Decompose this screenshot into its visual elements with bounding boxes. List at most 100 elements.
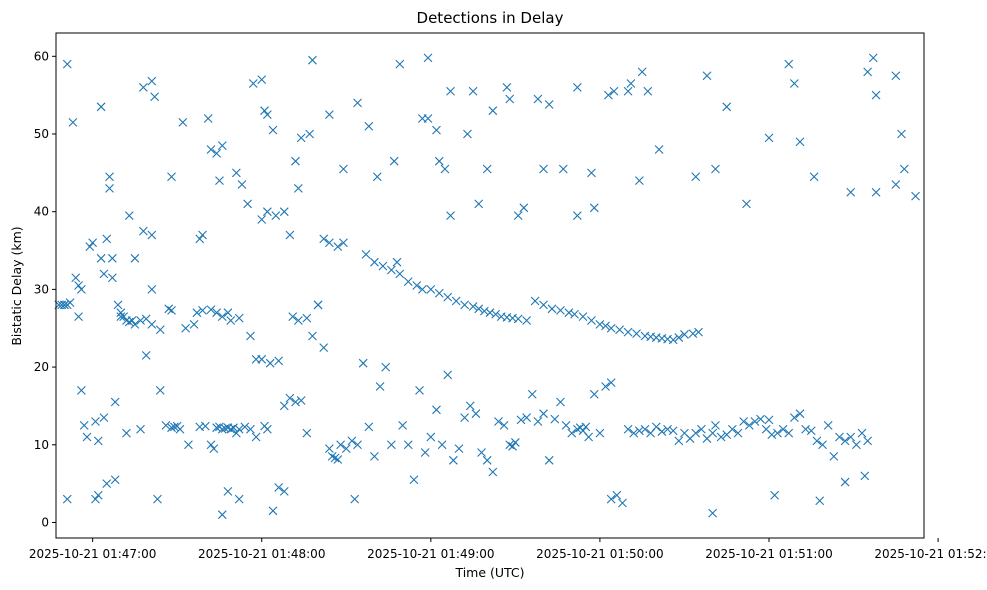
data-point — [231, 168, 241, 178]
data-point — [93, 436, 103, 446]
data-point — [840, 436, 850, 446]
data-point — [846, 432, 856, 442]
data-point — [756, 414, 765, 424]
data-point — [764, 415, 774, 425]
data-point — [308, 331, 317, 341]
data-point — [257, 215, 267, 224]
data-point — [102, 479, 112, 489]
data-point — [105, 172, 114, 182]
x-tick-label: 2025-10-21 01:50:00 — [536, 547, 663, 561]
data-point — [271, 211, 281, 220]
data-point — [136, 424, 145, 434]
data-point — [663, 424, 672, 434]
data-point — [217, 141, 227, 151]
data-point — [632, 329, 641, 339]
data-point — [138, 226, 148, 236]
data-point — [460, 300, 470, 310]
data-point — [347, 436, 357, 446]
data-point — [291, 397, 300, 407]
data-point — [601, 321, 610, 331]
data-point — [364, 121, 374, 131]
data-point — [279, 401, 289, 411]
data-point — [618, 498, 627, 508]
data-point — [333, 455, 343, 464]
data-point — [750, 417, 760, 426]
data-point — [423, 114, 433, 123]
data-point — [124, 317, 134, 327]
data-point — [105, 183, 114, 193]
data-point — [806, 426, 816, 436]
data-point — [212, 423, 222, 433]
data-point — [212, 308, 222, 318]
data-point — [305, 129, 315, 139]
data-point — [65, 298, 75, 307]
data-point — [801, 424, 811, 434]
data-point — [122, 428, 131, 438]
data-point — [716, 432, 726, 442]
data-point — [795, 137, 805, 147]
data-point — [615, 325, 625, 335]
data-point — [522, 316, 532, 325]
data-point — [262, 424, 272, 434]
data-point — [99, 269, 109, 279]
data-point — [127, 316, 137, 325]
plot-frame — [55, 32, 925, 539]
data-point — [223, 308, 233, 318]
data-point — [708, 428, 718, 438]
data-point — [288, 312, 298, 321]
data-point — [150, 92, 160, 102]
data-point — [389, 156, 399, 166]
data-point — [161, 420, 171, 430]
data-point — [248, 79, 258, 88]
data-point — [674, 333, 684, 342]
data-point — [279, 207, 289, 217]
data-point — [167, 423, 176, 433]
data-point — [784, 59, 794, 69]
data-point — [293, 183, 303, 193]
data-point — [237, 180, 247, 189]
data-point — [434, 288, 444, 298]
data-point — [181, 323, 191, 333]
data-point — [412, 281, 422, 290]
y-tick-label: 50 — [34, 127, 49, 141]
data-point — [93, 490, 103, 500]
data-point — [795, 409, 805, 419]
data-point — [339, 238, 348, 248]
data-point — [891, 180, 901, 189]
data-point — [96, 253, 106, 263]
data-point — [558, 164, 568, 174]
data-point — [189, 319, 199, 329]
data-point — [68, 117, 78, 127]
data-point — [570, 309, 579, 319]
data-point — [809, 172, 819, 182]
data-point — [130, 253, 140, 263]
data-point — [778, 424, 788, 434]
data-point — [147, 76, 157, 86]
x-tick-label: 2025-10-21 01:51:00 — [705, 547, 832, 561]
data-point — [544, 100, 554, 109]
data-point — [674, 436, 684, 446]
data-point — [688, 329, 698, 339]
data-point — [488, 467, 498, 477]
data-point — [739, 417, 749, 426]
data-point — [451, 296, 461, 306]
data-point — [505, 94, 515, 104]
data-point — [432, 405, 441, 415]
data-point — [668, 426, 678, 436]
data-point — [358, 358, 368, 368]
data-point — [257, 75, 267, 85]
data-point — [572, 82, 582, 92]
data-point — [234, 494, 244, 504]
data-point — [891, 71, 901, 81]
data-point — [789, 79, 799, 88]
data-point — [169, 422, 179, 432]
data-point — [246, 331, 255, 341]
data-point — [899, 164, 909, 174]
data-point — [623, 424, 633, 434]
data-point — [206, 305, 216, 314]
data-point — [691, 172, 701, 182]
data-point — [601, 382, 610, 391]
data-point — [409, 475, 419, 485]
data-point — [789, 413, 799, 422]
